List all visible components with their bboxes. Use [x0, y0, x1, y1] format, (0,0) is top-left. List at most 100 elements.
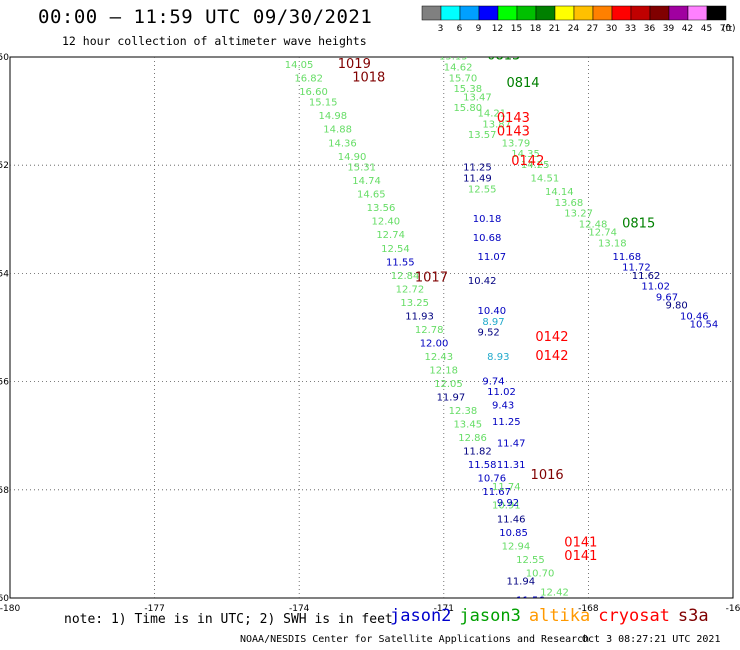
swh-point: 13.57: [468, 130, 497, 141]
swh-point: 13.87: [482, 119, 511, 130]
swh-point: 14.25: [521, 160, 550, 171]
swh-point: 10.85: [499, 528, 528, 539]
swh-point: 12.40: [372, 217, 401, 228]
swh-point: 10.54: [690, 320, 719, 331]
time-annotation: 0142: [535, 349, 568, 364]
y-tick-label: -54: [0, 269, 9, 279]
swh-point: 10.68: [473, 233, 502, 244]
swh-point: 15.38: [453, 84, 482, 95]
mission-s3a: s3a: [677, 606, 709, 626]
swh-point: 11.94: [506, 576, 535, 587]
time-annotation: 0143: [497, 111, 530, 126]
time-annotation: 0815: [622, 216, 655, 231]
swh-point: 9.52: [478, 328, 500, 339]
color-legend: 3 6 9 12 15 18 21 24 27 30 33 36 39 42 45 70(ft): [421, 5, 736, 34]
swh-point: 12.43: [425, 352, 454, 363]
legend-unit: (ft): [722, 24, 736, 34]
swh-point: 12.72: [396, 284, 425, 295]
time-annotation: 0813: [487, 49, 520, 64]
legend-swatch: [706, 5, 727, 21]
swh-point: 11.58: [468, 460, 497, 471]
time-annotation: 1018: [352, 70, 385, 85]
time-annotation: 0141: [564, 549, 597, 564]
time-annotation: 0142: [511, 154, 544, 169]
swh-point: 11.07: [478, 252, 507, 263]
mission-altika: altika: [528, 606, 591, 626]
legend-label: 9: [476, 24, 482, 34]
mission-legend: jason2 jason3 altika cryosat s3a: [390, 606, 717, 626]
page-subtitle: 12 hour collection of altimeter wave hei…: [62, 34, 367, 48]
mission-jason2: jason2: [390, 606, 452, 626]
legend-label: 6: [457, 24, 463, 34]
y-tick-label: -56: [0, 378, 9, 388]
swh-point: 10.40: [478, 306, 507, 317]
swh-point: 11.02: [641, 282, 670, 293]
swh-point: 13.56: [367, 203, 396, 214]
swh-point: 12.74: [588, 228, 617, 239]
swh-point: 14.90: [338, 152, 367, 163]
swh-point: 10.70: [526, 568, 555, 579]
legend-label: 3: [438, 24, 444, 34]
swh-point: 14.05: [285, 60, 314, 71]
swh-point: 13.25: [400, 298, 429, 309]
legend-label: 30: [606, 24, 618, 34]
x-tick-label: -171: [434, 604, 454, 614]
swh-point: 14.65: [357, 190, 386, 201]
legend-label: 45: [701, 24, 712, 34]
swh-point: 12.48: [579, 219, 608, 230]
swh-point: 11.56: [516, 595, 545, 606]
swh-point: 11.97: [437, 393, 466, 404]
x-tick-label: -168: [578, 604, 599, 614]
swh-point: 15.80: [453, 103, 482, 114]
swh-point: 14.21: [478, 109, 507, 120]
x-tick-label: -16: [726, 604, 740, 614]
legend-label: 15: [511, 24, 522, 34]
y-tick-label: -60: [0, 594, 9, 604]
swh-point: 12.54: [381, 244, 410, 255]
x-tick-label: -174: [289, 604, 310, 614]
swh-point: 14.74: [352, 176, 381, 187]
footer-note: note: 1) Time is in UTC; 2) SWH is in fe…: [64, 612, 393, 627]
time-annotation: 0814: [506, 76, 539, 91]
swh-point: 9.67: [656, 292, 678, 303]
time-annotation: 0141: [564, 536, 597, 551]
time-annotation: 1019: [338, 57, 371, 72]
swh-point: 14.98: [318, 111, 347, 122]
swh-point: 11.82: [463, 447, 492, 458]
swh-point: 12.00: [420, 338, 449, 349]
swh-point: 14.35: [511, 149, 540, 160]
legend-label: 12: [492, 24, 503, 34]
swh-point: 12.05: [434, 379, 463, 390]
swh-point: 11.68: [613, 252, 642, 263]
legend-label: 18: [530, 24, 542, 34]
page-title: 00:00 – 11:59 UTC 09/30/2021: [38, 6, 373, 28]
y-tick-label: -52: [0, 161, 9, 171]
legend-label: 70: [720, 24, 732, 34]
swh-point: 8.93: [487, 352, 509, 363]
time-annotation: 1017: [415, 271, 448, 286]
swh-point: 11.25: [463, 163, 492, 174]
swh-point: 12.38: [449, 406, 478, 417]
swh-point: 11.93: [405, 311, 434, 322]
x-tick-label: -177: [144, 604, 164, 614]
swh-point: 9.80: [666, 301, 688, 312]
swh-point: 14.88: [323, 125, 352, 136]
data-layer: 14.0516.8216.6015.1514.9814.8814.3614.90…: [285, 49, 719, 606]
swh-point: 13.47: [463, 92, 492, 103]
swh-point: 13.45: [453, 420, 482, 431]
swh-point: 16.60: [299, 87, 328, 98]
swh-point: 13.18: [598, 238, 627, 249]
legend-label: 27: [587, 24, 598, 34]
y-tick-label: -50: [0, 53, 9, 63]
swh-point: 14.36: [328, 138, 357, 149]
swh-point: 8.97: [482, 317, 504, 328]
swh-point: 11.46: [497, 514, 526, 525]
swh-point: 11.55: [386, 257, 415, 268]
swh-point: 12.78: [415, 325, 444, 336]
plot-frame: [9, 56, 734, 599]
swh-point: 11.31: [497, 460, 526, 471]
swh-point: 12.74: [376, 230, 405, 241]
swh-point: 11.49: [463, 173, 492, 184]
swh-point: 10.46: [680, 311, 709, 322]
